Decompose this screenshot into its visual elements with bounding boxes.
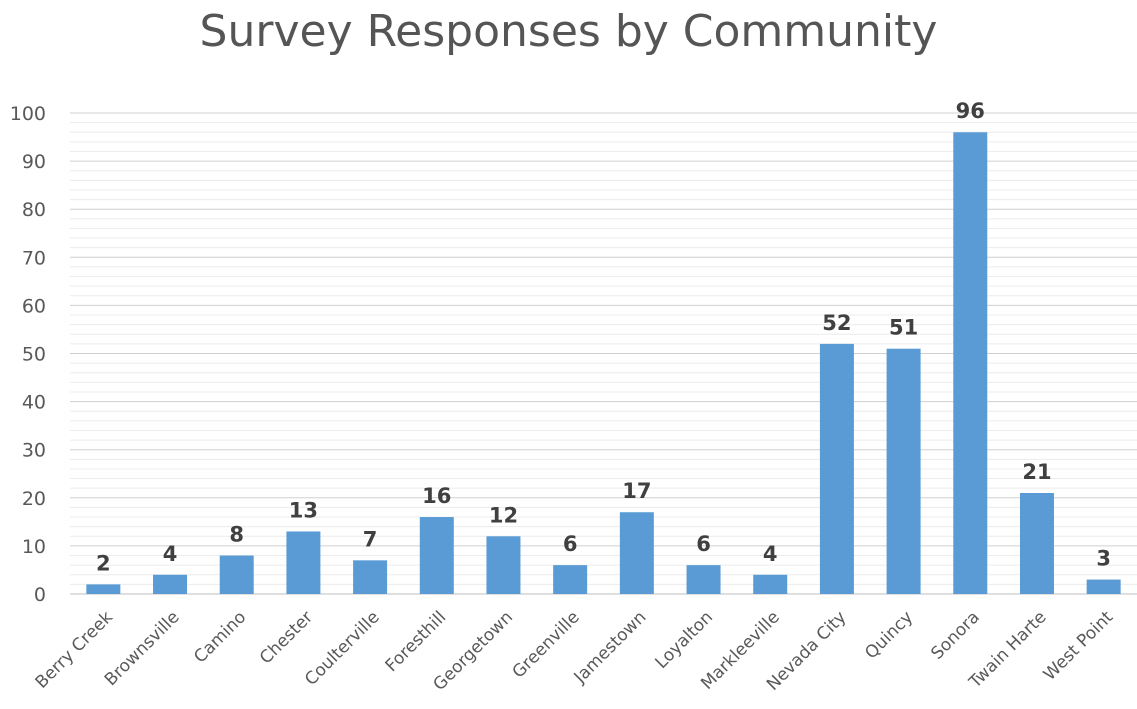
- x-category-label: Quincy: [861, 607, 917, 663]
- y-tick-label: 90: [22, 151, 46, 173]
- bar: [753, 574, 788, 594]
- y-tick-label: 30: [22, 440, 46, 462]
- bars: [86, 132, 1121, 595]
- bar: [1086, 579, 1121, 594]
- x-category-label: Chester: [256, 607, 317, 668]
- data-label: 17: [622, 479, 651, 503]
- bar: [1019, 492, 1054, 594]
- y-tick-label: 40: [22, 392, 46, 414]
- y-tick-label: 0: [34, 584, 46, 606]
- data-labels: 2 4 8 13 7 16 12 6 17 6 4 52 51 96 21 3: [96, 99, 1111, 575]
- bar: [619, 512, 654, 594]
- bar: [86, 584, 121, 594]
- y-tick-label: 10: [22, 536, 46, 558]
- bar: [819, 343, 854, 594]
- data-label: 12: [489, 503, 518, 527]
- x-category-label: Camino: [190, 607, 250, 667]
- x-category-label: West Point: [1040, 607, 1118, 685]
- data-label: 51: [889, 316, 918, 340]
- data-label: 7: [363, 527, 378, 551]
- y-axis-ticks: 0 10 20 30 40 50 60 70 80 90 100: [10, 103, 46, 606]
- y-tick-label: 80: [22, 199, 46, 221]
- bar: [953, 132, 988, 595]
- bar: [553, 565, 588, 594]
- bar: [286, 531, 321, 594]
- bar: [353, 560, 388, 594]
- data-label: 21: [1022, 460, 1051, 484]
- x-category-label: Loyalton: [652, 607, 717, 672]
- chart-title: Survey Responses by Community: [199, 6, 938, 57]
- x-category-label: Foresthill: [382, 607, 451, 676]
- data-label: 2: [96, 551, 111, 575]
- data-label: 16: [422, 484, 451, 508]
- data-label: 4: [763, 542, 778, 566]
- bar: [419, 517, 454, 594]
- x-category-label: Sonora: [927, 607, 983, 663]
- data-label: 3: [1096, 547, 1111, 571]
- y-tick-label: 70: [22, 247, 46, 269]
- data-label: 6: [696, 532, 711, 556]
- bar: [686, 565, 721, 594]
- data-label: 13: [289, 498, 318, 522]
- y-tick-label: 20: [22, 488, 46, 510]
- bar: [886, 348, 921, 594]
- data-label: 8: [229, 523, 244, 547]
- x-category-label: Jamestown: [570, 607, 651, 688]
- bar: [486, 536, 521, 594]
- data-label: 52: [822, 311, 851, 335]
- y-tick-label: 60: [22, 295, 46, 317]
- bar: [153, 574, 188, 594]
- y-tick-label: 50: [22, 344, 46, 366]
- data-label: 6: [563, 532, 578, 556]
- data-label: 96: [956, 99, 985, 123]
- bar: [219, 555, 254, 594]
- y-tick-label: 100: [10, 103, 46, 125]
- data-label: 4: [163, 542, 178, 566]
